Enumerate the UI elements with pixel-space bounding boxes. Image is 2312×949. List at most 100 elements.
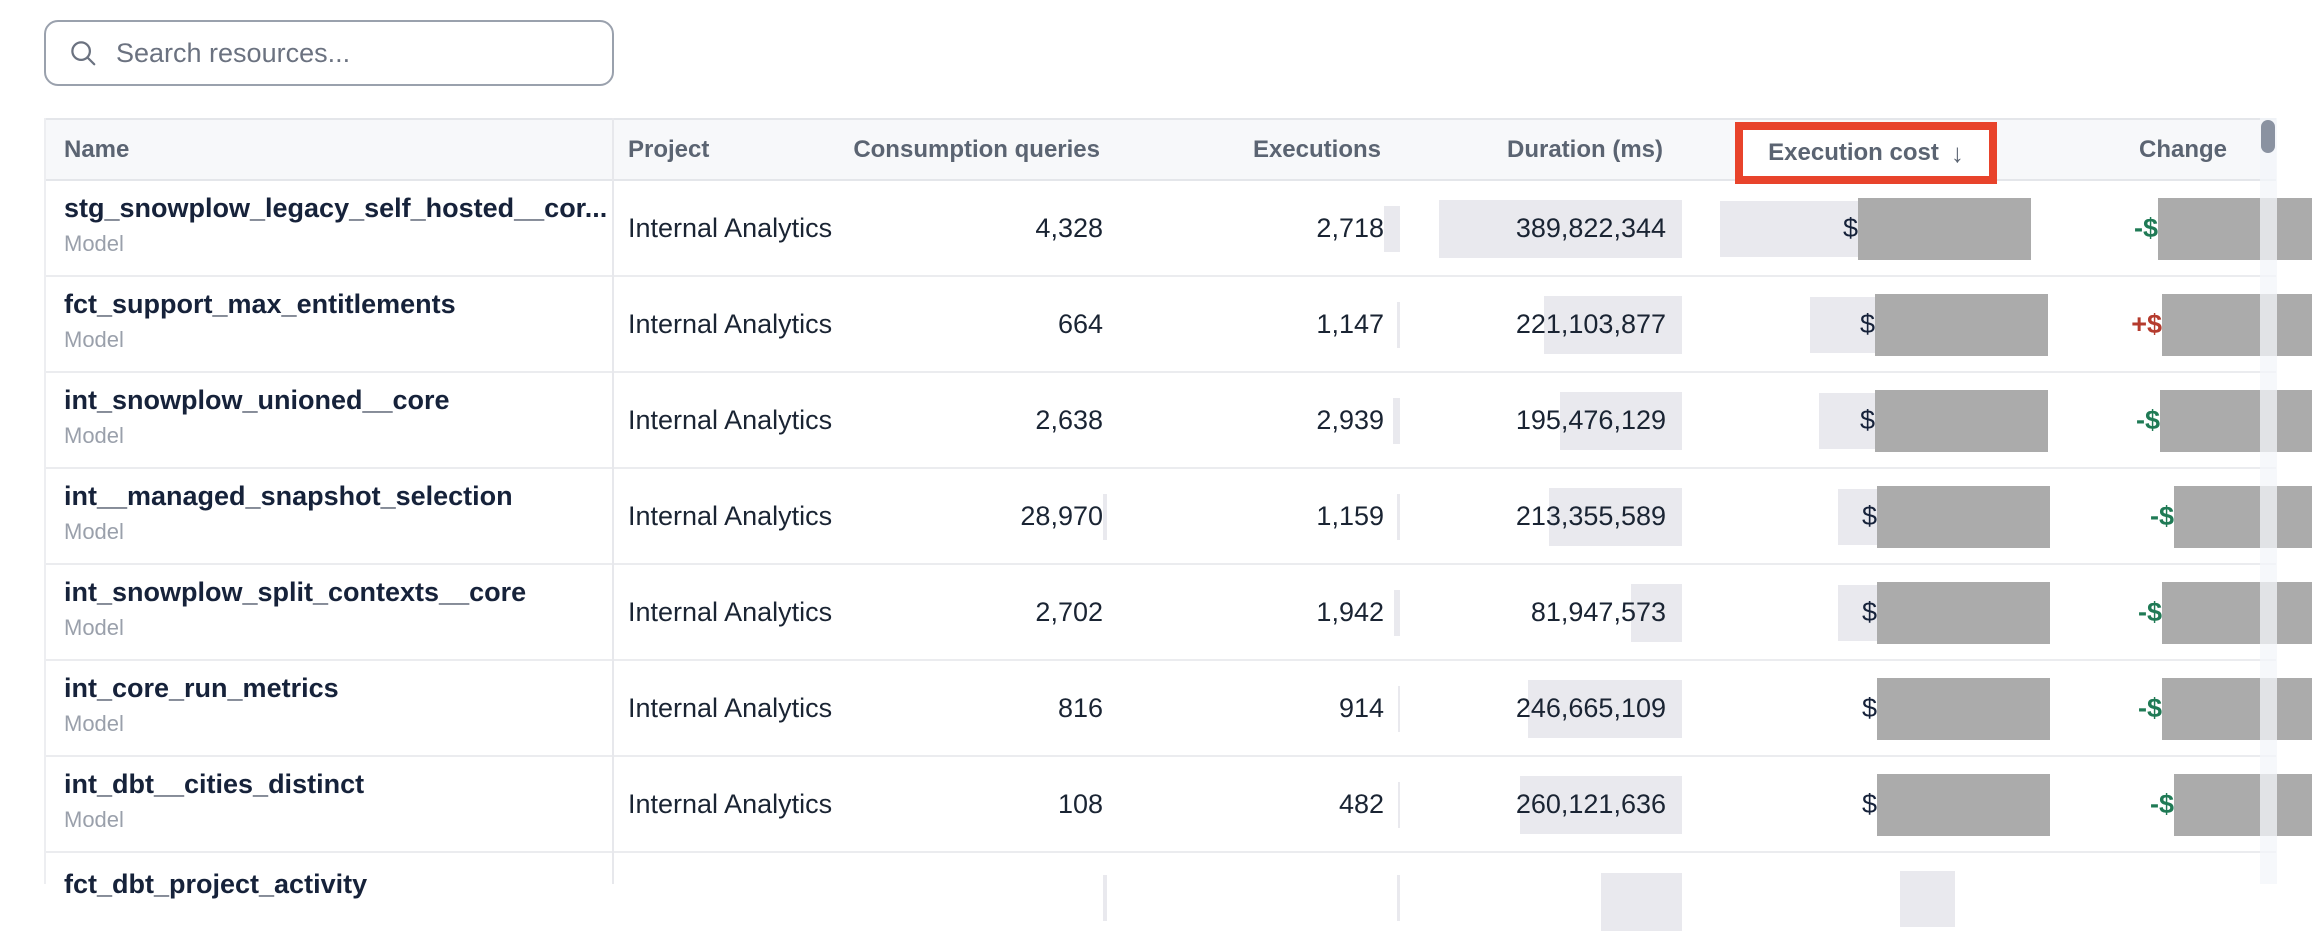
duration-magnitude-bar xyxy=(1560,392,1682,450)
consumption-queries-cell: 108 xyxy=(1057,789,1103,819)
column-header-name[interactable]: Name xyxy=(64,136,130,163)
execution-cost-currency-sign: $ xyxy=(1861,693,1877,723)
execution-cost-magnitude-bar xyxy=(1720,201,1858,257)
table-row[interactable]: stg_snowplow_legacy_self_hosted__cor... M… xyxy=(44,181,2312,277)
column-header-change[interactable]: Change xyxy=(2138,136,2227,163)
change-redaction-box xyxy=(2174,486,2312,548)
change-redaction-box xyxy=(2174,774,2312,836)
execution-cost-currency-sign: $ xyxy=(1861,597,1877,627)
executions-cell: 1,942 xyxy=(1316,597,1384,627)
execution-cost-magnitude-bar xyxy=(1900,871,1955,927)
table-row[interactable]: fct_support_max_entitlements Model Interna… xyxy=(44,277,2312,373)
execution-cost-magnitude-bar xyxy=(1838,489,1877,545)
executions-magnitude-bar xyxy=(1394,590,1400,636)
resource-name-text: int__managed_snapshot_selection xyxy=(64,481,513,511)
execution-cost-redaction-box xyxy=(1875,294,2048,356)
change-redaction-box xyxy=(2160,390,2312,452)
change-redaction-box xyxy=(2162,678,2312,740)
execution-cost-currency-sign: $ xyxy=(1861,789,1877,819)
executions-cell: 1,159 xyxy=(1316,501,1384,531)
execution-cost-currency-sign: $ xyxy=(1861,501,1877,531)
executions-cell: 1,147 xyxy=(1316,309,1384,339)
search-input[interactable] xyxy=(114,36,598,70)
executions-cell: 914 xyxy=(1338,693,1384,723)
table-row[interactable]: int_snowplow_unioned__core Model Internal … xyxy=(44,373,2312,469)
duration-magnitude-bar xyxy=(1528,680,1682,738)
change-sign: -$ xyxy=(2137,597,2162,627)
table-row[interactable]: int_snowplow_split_contexts__core Model In… xyxy=(44,565,2312,661)
project-cell: Internal Analytics xyxy=(628,309,833,339)
consumption-magnitude-bar xyxy=(1103,494,1107,540)
duration-magnitude-bar xyxy=(1544,296,1682,354)
consumption-queries-cell: 28,970 xyxy=(1020,501,1103,531)
resource-type-label: Model xyxy=(64,711,124,736)
table-row[interactable]: int_core_run_metrics Model Internal Analyt… xyxy=(44,661,2312,757)
change-redaction-box xyxy=(2158,198,2312,260)
table-row-partial[interactable]: fct_dbt_project_activity xyxy=(44,853,2276,949)
column-header-consumption[interactable]: Consumption queries xyxy=(853,136,1100,163)
executions-magnitude-bar xyxy=(1398,686,1400,732)
table-row[interactable]: int_dbt__cities_distinct Model Internal An… xyxy=(44,757,2312,853)
consumption-queries-cell: 2,638 xyxy=(1035,405,1103,435)
resource-name-text: int_snowplow_unioned__core xyxy=(64,385,450,415)
consumption-queries-cell: 664 xyxy=(1057,309,1103,339)
resource-type-label: Model xyxy=(64,231,124,256)
vertical-scrollbar-thumb[interactable] xyxy=(2261,120,2275,153)
project-cell: Internal Analytics xyxy=(628,405,833,435)
project-cell: Internal Analytics xyxy=(628,501,833,531)
duration-magnitude-bar xyxy=(1601,873,1682,931)
duration-cell: 221,103,877 xyxy=(1515,309,1666,339)
executions-cell: 2,718 xyxy=(1316,213,1384,243)
resource-name-text: fct_support_max_entitlements xyxy=(64,289,456,319)
duration-cell: 246,665,109 xyxy=(1515,693,1666,723)
vertical-scrollbar-track[interactable] xyxy=(2260,118,2277,884)
project-cell: Internal Analytics xyxy=(628,789,833,819)
duration-magnitude-bar xyxy=(1549,488,1682,546)
project-cell: Internal Analytics xyxy=(628,597,833,627)
search-box[interactable] xyxy=(44,20,614,86)
change-redaction-box xyxy=(2162,294,2312,356)
consumption-queries-cell: 816 xyxy=(1057,693,1103,723)
execution-cost-redaction-box xyxy=(1877,678,2050,740)
consumption-queries-cell: 4,328 xyxy=(1035,213,1103,243)
resource-name-text: stg_snowplow_legacy_self_hosted__cor... xyxy=(64,193,608,223)
duration-cell: 213,355,589 xyxy=(1515,501,1666,531)
duration-cell: 260,121,636 xyxy=(1515,789,1666,819)
execution-cost-magnitude-bar xyxy=(1819,393,1875,449)
resource-name-text: int_dbt__cities_distinct xyxy=(64,769,365,799)
table-left-border xyxy=(44,118,46,884)
executions-magnitude-bar xyxy=(1398,782,1400,828)
consumption-queries-cell: 2,702 xyxy=(1035,597,1103,627)
change-sign: +$ xyxy=(2131,309,2162,339)
resource-type-label: Model xyxy=(64,615,124,640)
execution-cost-redaction-box xyxy=(1858,198,2031,260)
change-sign: -$ xyxy=(2149,789,2174,819)
resource-type-label: Model xyxy=(64,519,124,544)
duration-cell: 389,822,344 xyxy=(1515,213,1666,243)
column-header-execution-cost[interactable]: Execution cost xyxy=(1768,139,1939,166)
change-sign: -$ xyxy=(2137,693,2162,723)
executions-magnitude-bar xyxy=(1393,398,1400,444)
executions-cell: 2,939 xyxy=(1316,405,1384,435)
executions-cell: 482 xyxy=(1338,789,1384,819)
change-sign: -$ xyxy=(2133,213,2158,243)
execution-cost-magnitude-bar xyxy=(1810,297,1875,353)
column-header-executions[interactable]: Executions xyxy=(1252,136,1381,163)
execution-cost-redaction-box xyxy=(1877,582,2050,644)
duration-magnitude-bar xyxy=(1520,776,1682,834)
table-row[interactable]: int__managed_snapshot_selection Model Inte… xyxy=(44,469,2312,565)
consumption-magnitude-bar xyxy=(1103,875,1107,921)
column-header-project[interactable]: Project xyxy=(628,136,710,163)
change-sign: -$ xyxy=(2135,405,2160,435)
sort-descending-icon[interactable]: ↓ xyxy=(1950,137,1964,168)
project-cell: Internal Analytics xyxy=(628,213,833,243)
execution-cost-redaction-box xyxy=(1875,390,2048,452)
executions-magnitude-bar xyxy=(1397,302,1400,348)
resource-type-label: Model xyxy=(64,423,124,448)
executions-magnitude-bar xyxy=(1384,206,1400,252)
change-sign: -$ xyxy=(2149,501,2174,531)
annotation-highlight-box: Execution cost ↓ xyxy=(1735,122,1997,184)
name-column-divider xyxy=(612,118,614,884)
duration-cell: 195,476,129 xyxy=(1515,405,1666,435)
column-header-duration[interactable]: Duration (ms) xyxy=(1507,136,1663,163)
